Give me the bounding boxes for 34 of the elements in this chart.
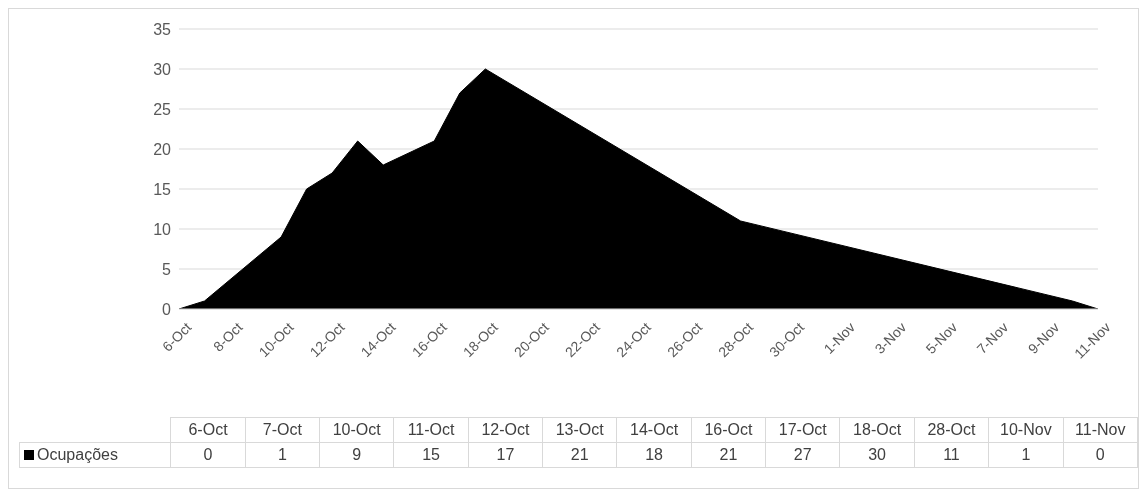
- legend-label: Ocupações: [19, 442, 171, 468]
- category-label: 10-Nov: [988, 417, 1064, 443]
- data-label: 11: [914, 442, 989, 468]
- category-label: 17-Oct: [765, 417, 840, 443]
- y-tick-label: 10: [153, 220, 172, 238]
- category-label: 14-Oct: [616, 417, 692, 443]
- category-label: 18-Oct: [839, 417, 915, 443]
- category-label: 28-Oct: [914, 417, 989, 443]
- data-label: 18: [616, 442, 692, 468]
- data-label: 1: [245, 442, 320, 468]
- data-label: 30: [839, 442, 915, 468]
- y-tick-label: 15: [153, 180, 172, 198]
- y-tick-label: 5: [162, 260, 172, 278]
- data-label: 27: [765, 442, 840, 468]
- category-label: 11-Nov: [1063, 417, 1138, 443]
- category-label: 16-Oct: [691, 417, 766, 443]
- data-label: 17: [468, 442, 543, 468]
- y-tick-label: 30: [153, 60, 172, 78]
- category-label: 11-Oct: [393, 417, 469, 443]
- data-label: 0: [1063, 442, 1138, 468]
- data-label: 1: [988, 442, 1064, 468]
- y-tick-label: 20: [153, 140, 172, 158]
- data-label: 21: [691, 442, 766, 468]
- category-label: 6-Oct: [170, 417, 246, 443]
- category-label: 12-Oct: [468, 417, 543, 443]
- category-label: 7-Oct: [245, 417, 320, 443]
- category-label: 13-Oct: [542, 417, 617, 443]
- data-label: 9: [319, 442, 394, 468]
- y-tick-label: 0: [162, 300, 172, 318]
- category-label: 10-Oct: [319, 417, 394, 443]
- y-tick-label: 25: [153, 100, 172, 118]
- data-label: 21: [542, 442, 617, 468]
- y-tick-label: 35: [153, 20, 172, 38]
- data-label: 15: [393, 442, 469, 468]
